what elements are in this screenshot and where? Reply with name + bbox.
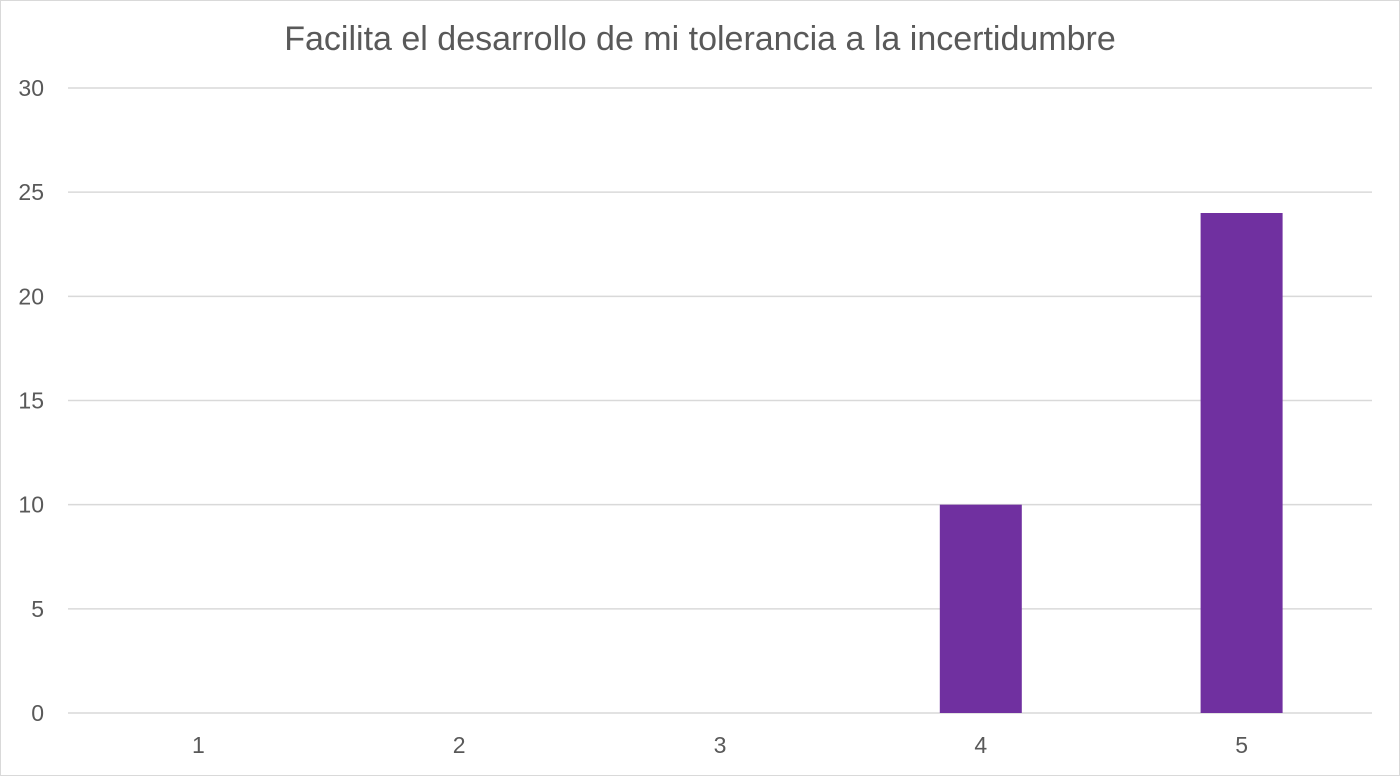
x-tick-label: 4: [974, 732, 987, 758]
bar-4: [939, 504, 1022, 713]
y-axis-tick-labels: 0 5 10 15 20 25 30: [18, 75, 44, 726]
x-tick-label: 2: [453, 732, 466, 758]
bar-5: [1200, 213, 1283, 713]
x-tick-label: 5: [1235, 732, 1248, 758]
gridlines: [68, 87, 1372, 714]
y-tick-label: 10: [18, 492, 44, 518]
y-tick-label: 5: [31, 596, 44, 622]
y-tick-label: 25: [18, 179, 44, 205]
chart-title: Facilita el desarrollo de mi tolerancia …: [284, 20, 1116, 58]
x-tick-label: 3: [714, 732, 727, 758]
y-tick-label: 0: [31, 700, 44, 726]
y-tick-label: 20: [18, 283, 44, 309]
x-axis-tick-labels: 1 2 3 4 5: [192, 732, 1248, 758]
bars: [939, 213, 1283, 713]
y-tick-label: 15: [18, 388, 44, 414]
x-tick-label: 1: [192, 732, 205, 758]
y-tick-label: 30: [18, 75, 44, 101]
